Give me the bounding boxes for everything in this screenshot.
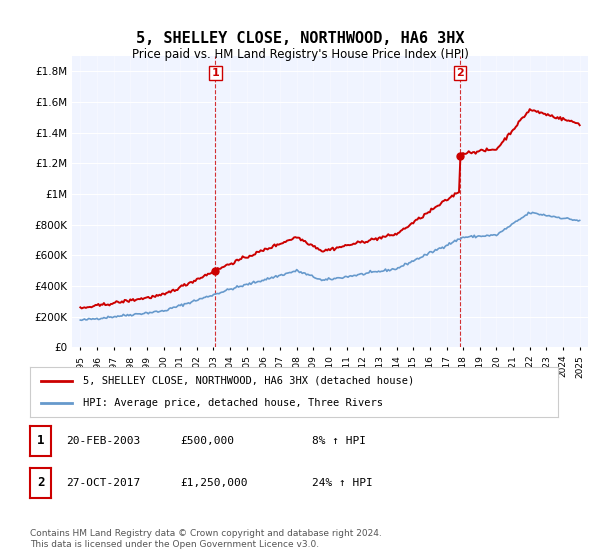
Text: 5, SHELLEY CLOSE, NORTHWOOD, HA6 3HX (detached house): 5, SHELLEY CLOSE, NORTHWOOD, HA6 3HX (de… [83,376,414,386]
Text: 2: 2 [37,477,44,489]
Text: 5, SHELLEY CLOSE, NORTHWOOD, HA6 3HX: 5, SHELLEY CLOSE, NORTHWOOD, HA6 3HX [136,31,464,46]
Text: £500,000: £500,000 [180,436,234,446]
Text: Contains HM Land Registry data © Crown copyright and database right 2024.
This d: Contains HM Land Registry data © Crown c… [30,529,382,549]
Text: 2: 2 [456,68,464,78]
Text: 27-OCT-2017: 27-OCT-2017 [66,478,140,488]
Text: 1: 1 [37,435,44,447]
Text: 24% ↑ HPI: 24% ↑ HPI [312,478,373,488]
Text: Price paid vs. HM Land Registry's House Price Index (HPI): Price paid vs. HM Land Registry's House … [131,48,469,60]
Text: 1: 1 [212,68,220,78]
Text: 20-FEB-2003: 20-FEB-2003 [66,436,140,446]
Text: £1,250,000: £1,250,000 [180,478,248,488]
Text: HPI: Average price, detached house, Three Rivers: HPI: Average price, detached house, Thre… [83,398,383,408]
Text: 8% ↑ HPI: 8% ↑ HPI [312,436,366,446]
